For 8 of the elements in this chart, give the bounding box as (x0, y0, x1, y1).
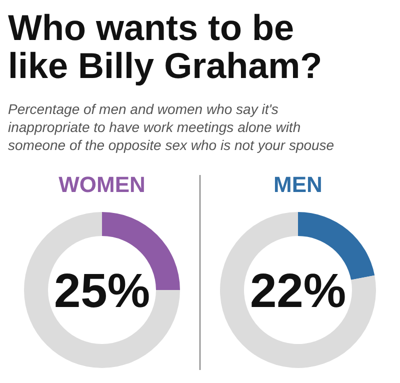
donut-slice (24, 212, 180, 368)
donut-slice (220, 212, 376, 368)
text: 22% (250, 265, 346, 318)
chart-title: MEN (274, 172, 322, 197)
text: Percentage of men and women who say it's inappropriate to have work meetings alone with someone of the opposite sex who is not your spouse (8, 101, 334, 153)
text: Who wants to be like Billy Graham? (8, 7, 322, 86)
chart-title: WOMEN (58, 172, 146, 197)
text: 25% (54, 265, 150, 318)
